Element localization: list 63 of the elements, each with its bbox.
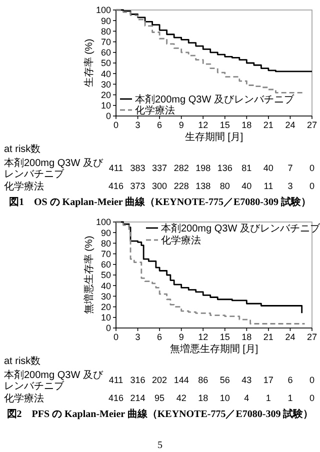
y-tick-label: 60 xyxy=(100,48,111,58)
y-tick-label: 50 xyxy=(100,270,111,280)
y-tick-label: 100 xyxy=(96,5,111,16)
y-tick-label: 40 xyxy=(100,280,111,291)
y-tick-label: 80 xyxy=(100,26,111,36)
x-tick-label: 27 xyxy=(306,332,318,342)
x-tick-label: 12 xyxy=(198,120,208,130)
x-tick-label: 15 xyxy=(220,120,230,130)
x-tick-label: 6 xyxy=(157,120,162,130)
x-tick-label: 3 xyxy=(135,120,140,130)
y-tick-label: 90 xyxy=(100,228,111,238)
x-tick-label: 3 xyxy=(135,332,140,342)
x-tick-label: 15 xyxy=(220,332,230,342)
x-tick-label: 21 xyxy=(263,120,274,130)
x-tick-label: 24 xyxy=(285,120,296,130)
y-tick-label: 0 xyxy=(106,111,111,122)
x-tick-label: 0 xyxy=(113,332,119,342)
text: 化学療法 xyxy=(4,392,44,404)
text: 411 383 337 282 198 136 81 40 7 0 xyxy=(108,163,315,174)
y-axis-title: 無増悪生存率 (%) xyxy=(83,236,95,314)
y-tick-label: 30 xyxy=(100,291,111,302)
y-tick-label: 40 xyxy=(100,68,111,79)
legend-label: 本剤200mg Q3W 及びレンバチニブ xyxy=(161,222,320,234)
y-axis-title: 生存率 (%) xyxy=(83,38,95,88)
y-tick-label: 10 xyxy=(100,100,111,111)
x-tick-label: 9 xyxy=(178,332,184,342)
y-tick-label: 90 xyxy=(100,16,111,26)
legend-label: 本剤200mg Q3W 及びレンバチニブ xyxy=(135,94,295,106)
text: 本剤200mg Q3W 及びレンバチニブ xyxy=(4,157,104,180)
x-tick-label: 27 xyxy=(306,120,318,130)
y-tick-label: 20 xyxy=(100,302,111,312)
legend-label: 化学療法 xyxy=(161,234,201,246)
y-tick-label: 50 xyxy=(100,58,111,68)
text: 5 xyxy=(158,440,162,451)
text: at risk数 xyxy=(4,356,41,367)
text: 本剤200mg Q3W 及びレンバチニブ xyxy=(4,369,104,392)
text: at risk数 xyxy=(4,144,41,155)
y-tick-label: 20 xyxy=(100,90,111,100)
text: 416 373 300 228 138 80 40 11 3 0 xyxy=(108,181,315,192)
text: 化学療法 xyxy=(4,180,44,192)
y-tick-label: 10 xyxy=(100,312,111,323)
y-tick-label: 70 xyxy=(100,36,111,47)
y-tick-label: 60 xyxy=(100,260,111,270)
text: 図1 OS の Kaplan-Meier 曲線（KEYNOTE-775／E7080-309 試験） xyxy=(8,196,312,208)
x-axis-title: 生存期間 [月] xyxy=(184,131,244,143)
x-tick-label: 18 xyxy=(242,120,252,130)
y-tick-label: 70 xyxy=(100,248,111,259)
x-tick-label: 24 xyxy=(285,332,296,342)
x-tick-label: 9 xyxy=(178,120,184,130)
x-tick-label: 21 xyxy=(263,332,274,342)
x-tick-label: 12 xyxy=(198,332,208,342)
x-tick-label: 0 xyxy=(113,120,119,130)
text: 416 214 95 42 18 10 4 1 1 0 xyxy=(108,393,315,404)
text: 図2 PFS の Kaplan-Meier 曲線（KEYNOTE-775／E7080-309 試験） xyxy=(6,408,314,420)
y-tick-label: 30 xyxy=(100,79,111,90)
text: 411 316 202 144 86 56 43 17 6 0 xyxy=(108,375,315,386)
legend-label: 化学療法 xyxy=(135,104,175,116)
x-tick-label: 18 xyxy=(242,332,252,342)
y-tick-label: 0 xyxy=(106,323,111,334)
x-tick-label: 6 xyxy=(157,332,162,342)
y-tick-label: 100 xyxy=(96,217,111,228)
x-axis-title: 無増悪生存期間 [月] xyxy=(170,343,258,355)
y-tick-label: 80 xyxy=(100,238,111,248)
